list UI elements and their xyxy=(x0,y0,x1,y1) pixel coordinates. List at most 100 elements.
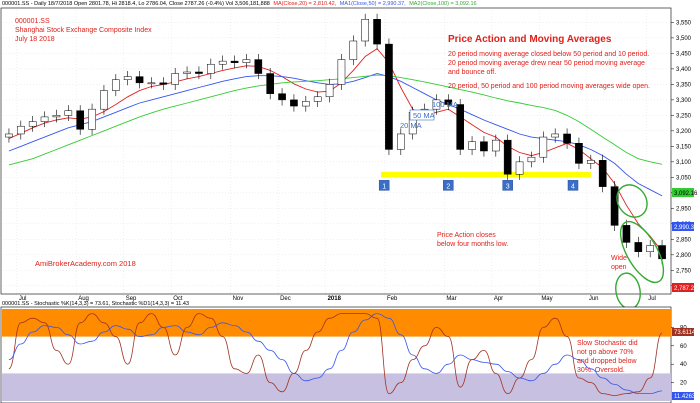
price-tick-label: 3,200 xyxy=(676,129,692,135)
candle-body xyxy=(480,141,488,152)
annotation-stoch2: not go above 70% xyxy=(577,349,633,356)
candle-body xyxy=(456,104,464,150)
candle-body xyxy=(123,76,132,80)
candle-body xyxy=(503,139,512,175)
x-tick-label: Nov xyxy=(233,296,244,302)
support-band xyxy=(381,171,591,178)
ma100-value: 3,092.16 xyxy=(674,191,698,197)
candle-body xyxy=(313,96,322,102)
x-tick-label: Jul xyxy=(648,296,656,302)
lower-header: 000001.SS - Stochastic %K(14,3,3) = 73.6… xyxy=(2,301,189,307)
candle-body xyxy=(492,139,500,152)
candle-body xyxy=(563,133,571,144)
marker-label: 1 xyxy=(382,183,386,190)
price-tick-label: 3,100 xyxy=(676,160,692,166)
candle-body xyxy=(242,59,251,63)
candle-body xyxy=(515,161,524,175)
candle-body xyxy=(349,40,358,60)
wide-open-ellipse-1 xyxy=(616,184,648,218)
candle-body xyxy=(539,136,548,158)
marker-label: 2 xyxy=(446,183,450,190)
candle-body xyxy=(290,99,298,107)
ma20-line xyxy=(8,48,663,252)
x-tick-label: Jun xyxy=(589,296,599,302)
annotation-p2a: 20 period moving average drew near 50 pe… xyxy=(448,60,645,67)
marker-label: 4 xyxy=(571,183,575,190)
price-tick-label: 2,800 xyxy=(676,253,692,259)
candle-body xyxy=(100,90,108,110)
candle-body xyxy=(52,115,61,118)
candle-body xyxy=(112,79,120,91)
candle-body xyxy=(171,73,179,85)
annotation-wide2: open xyxy=(611,264,627,271)
price-tick-label: 3,500 xyxy=(676,36,692,42)
ma50-value-box xyxy=(672,222,694,231)
annotation-title: Price Action and Moving Averages xyxy=(448,34,612,45)
candle-body xyxy=(64,110,73,116)
price-tick-label: 3,450 xyxy=(676,51,692,57)
label-100ma: 100 MA xyxy=(432,100,458,109)
x-axis: Jul Aug Sep Oct Nov Dec 2018 Feb Mar Apr May Jun Jul xyxy=(19,296,656,302)
price-pane-frame xyxy=(0,7,672,295)
stoch-d-value: 11.4263 xyxy=(674,394,696,400)
stoch-tick-label: 20 xyxy=(680,381,687,387)
candle-body xyxy=(361,19,369,42)
candle-body xyxy=(385,43,393,150)
stochastic-lines xyxy=(8,313,663,396)
annotation-stoch3: and dropped below xyxy=(577,358,637,365)
candle-body xyxy=(159,82,168,85)
marker-box xyxy=(378,180,390,191)
stoch-d-line xyxy=(8,313,663,395)
info-date: July 18 2018 xyxy=(15,36,55,43)
x-tick-label: Feb xyxy=(387,296,398,302)
candle-body xyxy=(230,60,239,63)
candle-body xyxy=(76,110,84,130)
ma100-value-box xyxy=(672,188,694,197)
candle-body xyxy=(266,73,274,94)
stoch-tick-label: 40 xyxy=(680,362,687,368)
candle-body xyxy=(468,141,476,150)
support-markers: 1 2 3 4 xyxy=(378,180,579,191)
wide-open-ellipse-2 xyxy=(619,220,665,284)
annotation-p1: 20 period moving average closed below 50… xyxy=(448,51,649,58)
candle-body xyxy=(432,99,441,110)
annotation-pa2: below four months low. xyxy=(437,241,508,248)
candle-body xyxy=(622,225,631,243)
stoch-value-labels: 73.6114 11.4263 xyxy=(672,328,696,400)
marker-box xyxy=(443,180,454,191)
x-tick-label: Jul xyxy=(19,296,27,302)
candle-body xyxy=(40,116,49,122)
candlesticks xyxy=(5,13,666,265)
candle-body xyxy=(325,84,334,98)
marker-box xyxy=(567,180,579,191)
candle-body xyxy=(218,60,227,65)
x-tick-label: 2018 xyxy=(328,296,342,302)
info-ticker: 000001.SS xyxy=(15,18,50,25)
candle-body xyxy=(634,242,643,252)
candle-body xyxy=(646,245,654,252)
candle-body xyxy=(254,59,263,74)
annotation-p2b: and bounce off. xyxy=(448,69,496,76)
x-tick-label: Mar xyxy=(446,296,456,302)
candle-body xyxy=(278,93,286,101)
annotation-stoch4: 30%. Oversold. xyxy=(577,367,625,374)
price-tick-label: 3,550 xyxy=(676,20,692,26)
candle-body xyxy=(527,156,536,163)
label-50ma-box xyxy=(409,109,435,121)
x-tick-label: Oct xyxy=(173,296,183,302)
price-tick-label: 3,050 xyxy=(676,175,692,181)
candle-body xyxy=(302,101,310,107)
annotation-pa1: Price Action closes xyxy=(437,232,496,239)
candle-body xyxy=(147,82,156,85)
candle-body xyxy=(135,76,144,84)
stoch-k-box xyxy=(672,328,694,336)
marker-label: 3 xyxy=(506,183,510,190)
label-20ma: 20 MA xyxy=(400,121,422,130)
candle-body xyxy=(551,133,559,138)
x-tick-label: Sep xyxy=(126,296,137,302)
marker-box xyxy=(502,180,513,191)
x-tick-label: Aug xyxy=(78,296,89,302)
ma50-value: 2,990.37 xyxy=(674,225,698,231)
candle-body xyxy=(575,143,583,164)
